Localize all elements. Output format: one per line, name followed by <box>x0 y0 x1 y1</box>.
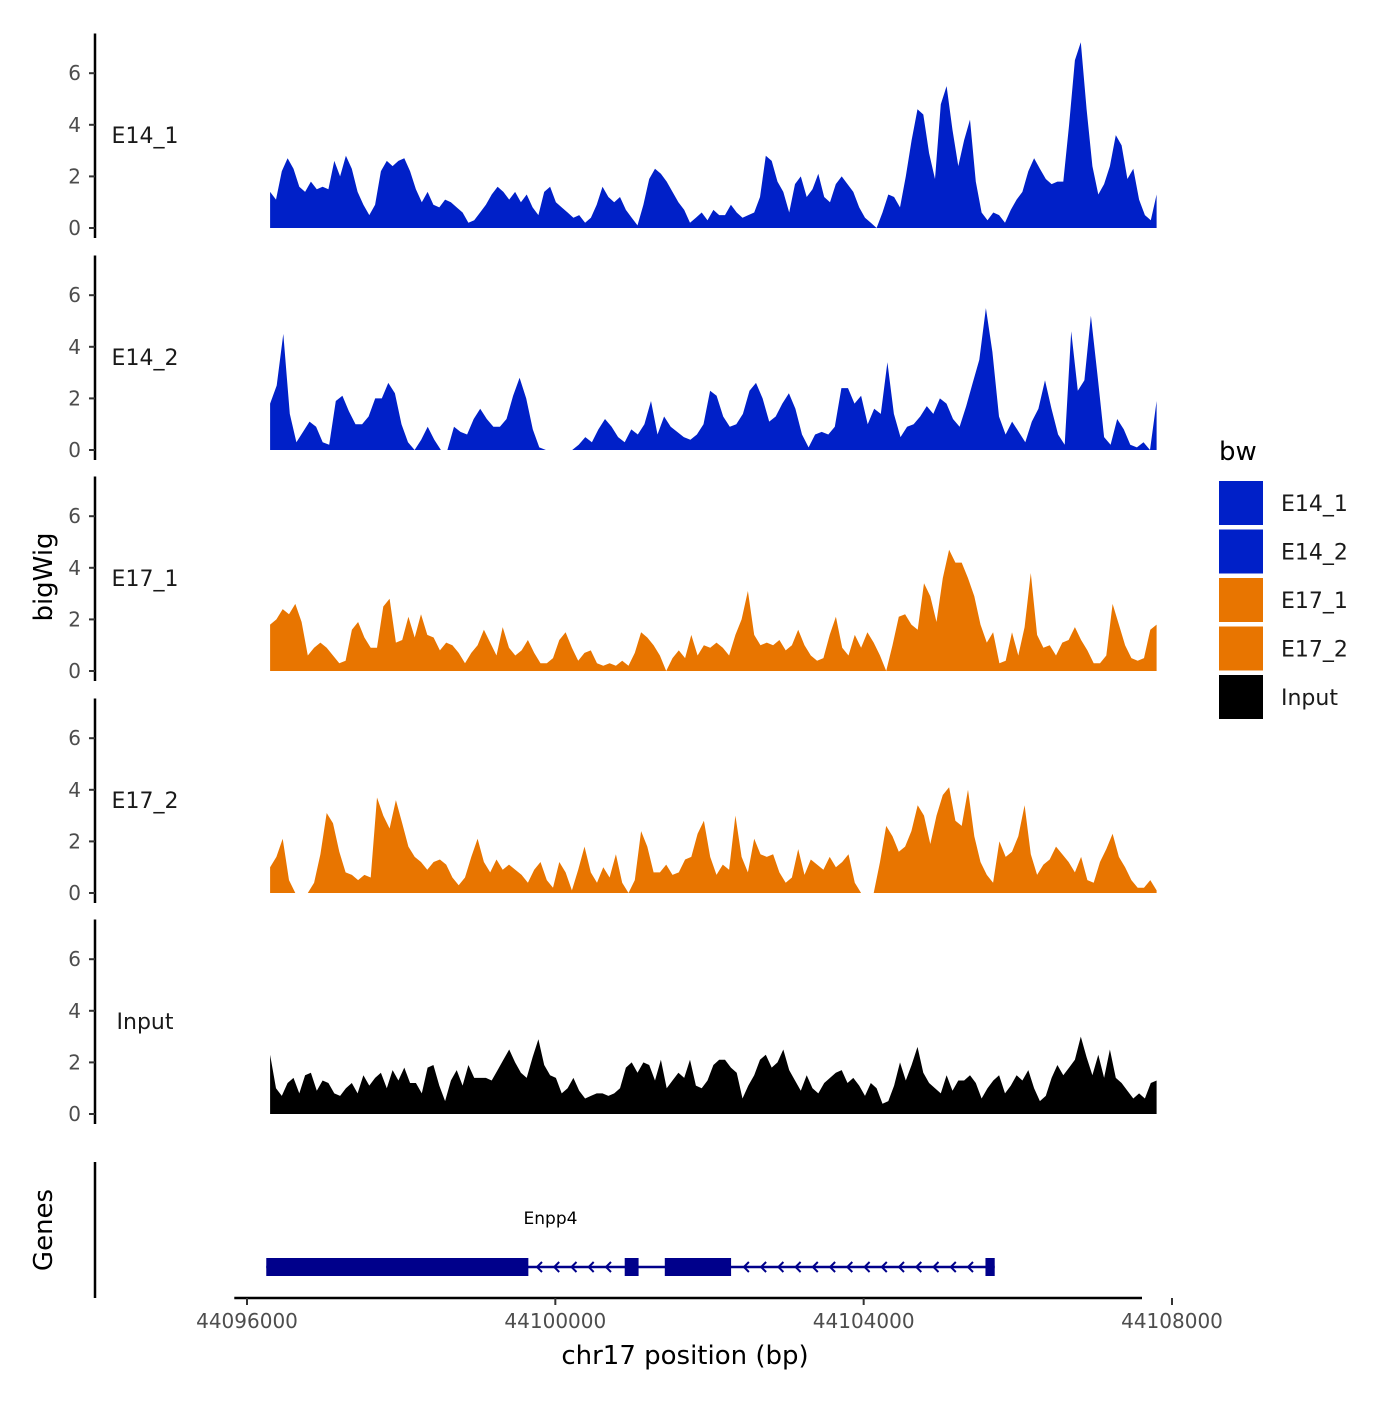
legend-label-input: Input <box>1281 686 1338 711</box>
y-tick-label: 0 <box>68 438 81 462</box>
coverage-area-e17_1 <box>270 549 1157 671</box>
y-tick-label: 6 <box>68 726 81 750</box>
strand-arrow <box>828 1261 836 1273</box>
legend-title: bw <box>1219 437 1257 467</box>
gene-name-label: Enpp4 <box>524 1209 578 1229</box>
track-e17_1: 0 2 4 6 E17_1 <box>68 476 1157 683</box>
strand-arrow <box>845 1261 854 1273</box>
legend: bw E14_1 E14_2 E17_1 E17_2 Input <box>1219 437 1348 719</box>
track-e17_2: 0 2 4 6 E17_2 <box>68 698 1157 905</box>
y-tick-label: 0 <box>68 216 81 240</box>
y-tick-label: 2 <box>68 1050 81 1074</box>
track-e14_2: 0 2 4 6 E14_2 <box>68 255 1157 462</box>
y-tick-label: 2 <box>68 829 81 853</box>
x-tick-label: 44096000 <box>196 1309 298 1333</box>
gene-exon-2 <box>624 1258 639 1276</box>
coverage-area-input <box>270 1036 1157 1114</box>
y-tick-label: 0 <box>68 659 81 683</box>
y-tick-label: 4 <box>68 556 81 580</box>
x-axis-title: chr17 position (bp) <box>561 1341 808 1371</box>
x-tick-label: 44104000 <box>813 1309 915 1333</box>
strand-arrow <box>604 1261 612 1273</box>
track-label-e17_2: E17_2 <box>112 789 179 814</box>
y-tick-label: 6 <box>68 504 81 528</box>
y-tick-label: 6 <box>68 283 81 307</box>
y-tick-label: 2 <box>68 607 81 631</box>
strand-arrow <box>914 1261 923 1273</box>
y-tick-label: 6 <box>68 61 81 85</box>
legend-label-e17_1: E17_1 <box>1281 589 1348 614</box>
track-input: 0 2 4 6 Input <box>68 919 1157 1126</box>
strand-arrow <box>863 1261 871 1273</box>
gene-track-title: Genes <box>29 1189 59 1271</box>
y-tick-label: 2 <box>68 164 81 188</box>
strand-arrow <box>552 1261 560 1273</box>
y-tick-label: 0 <box>68 1102 81 1126</box>
gene-exon-3 <box>664 1258 732 1276</box>
legend-swatch-e14_2 <box>1219 529 1263 574</box>
strand-arrow <box>535 1261 543 1273</box>
strand-arrow <box>759 1261 767 1273</box>
coverage-area-e14_2 <box>270 308 1157 450</box>
y-axis-title: bigWig <box>29 532 59 621</box>
y-tick-label: 6 <box>68 947 81 971</box>
strand-arrow <box>949 1261 957 1273</box>
coverage-area-e14_1 <box>270 42 1157 229</box>
gene-exon-4 <box>985 1258 995 1276</box>
y-tick-label: 4 <box>68 999 81 1023</box>
y-tick-label: 0 <box>68 881 81 905</box>
legend-label-e17_2: E17_2 <box>1281 638 1348 663</box>
track-label-input: Input <box>117 1010 174 1035</box>
strand-arrow <box>587 1261 595 1273</box>
coverage-area-e17_2 <box>270 787 1157 893</box>
strand-arrow <box>570 1261 578 1273</box>
strand-arrow <box>897 1261 905 1273</box>
strand-arrow <box>932 1261 940 1273</box>
x-axis: 44096000 44100000 44104000 44108000 <box>196 1296 1223 1333</box>
strand-arrow <box>811 1261 819 1273</box>
legend-label-e14_2: E14_2 <box>1281 541 1348 566</box>
coverage-tracks: 0 2 4 6 E14_1 0 2 4 6 E14_2 0 2 4 6 E17_1 0 2 4 6 E17_2 0 2 4 6… <box>68 33 1157 1126</box>
legend-swatch-e14_1 <box>1219 481 1263 525</box>
y-tick-label: 4 <box>68 113 81 137</box>
y-tick-label: 4 <box>68 778 81 802</box>
track-label-e17_1: E17_1 <box>112 567 179 592</box>
strand-arrow <box>794 1261 802 1273</box>
legend-swatch-e17_2 <box>1219 626 1263 671</box>
strand-arrow <box>776 1261 785 1273</box>
track-e14_1: 0 2 4 6 E14_1 <box>68 33 1157 240</box>
gene-exon-1 <box>266 1258 529 1276</box>
gene-track: Enpp4 <box>93 1162 995 1298</box>
y-tick-label: 2 <box>68 386 81 410</box>
legend-label-e14_1: E14_1 <box>1281 492 1348 517</box>
legend-swatch-e17_1 <box>1219 578 1263 622</box>
x-tick-label: 44108000 <box>1121 1309 1223 1333</box>
track-label-e14_1: E14_1 <box>112 124 179 149</box>
legend-entries: E14_1 E14_2 E17_1 E17_2 Input <box>1219 481 1348 719</box>
track-label-e14_2: E14_2 <box>112 346 179 371</box>
strand-arrow <box>966 1261 974 1273</box>
y-tick-label: 4 <box>68 335 81 359</box>
x-tick-label: 44100000 <box>504 1309 606 1333</box>
strand-arrow <box>742 1261 750 1273</box>
strand-arrow <box>880 1261 888 1273</box>
legend-swatch-input <box>1219 675 1263 719</box>
